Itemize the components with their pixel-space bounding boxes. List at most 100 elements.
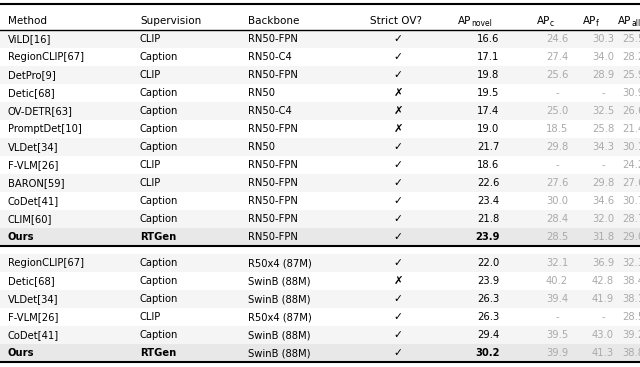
Text: 39.4: 39.4 (546, 294, 568, 304)
Bar (0, 210, 640, 228)
Text: ✓: ✓ (394, 52, 403, 62)
Text: 17.1: 17.1 (477, 52, 499, 62)
Bar (0, 254, 640, 272)
Text: 32.1: 32.1 (546, 258, 568, 268)
Text: ✓: ✓ (394, 178, 403, 188)
Text: RN50-FPN: RN50-FPN (248, 196, 298, 206)
Text: RN50-FPN: RN50-FPN (248, 34, 298, 44)
Text: 28.5: 28.5 (546, 232, 568, 242)
Text: 25.5: 25.5 (622, 34, 640, 44)
Text: 22.6: 22.6 (477, 178, 499, 188)
Text: 39.9: 39.9 (546, 348, 568, 358)
Text: RN50-FPN: RN50-FPN (248, 124, 298, 134)
Text: 34.3: 34.3 (592, 142, 614, 152)
Text: ✓: ✓ (394, 214, 403, 224)
Text: AP: AP (583, 16, 596, 26)
Text: 21.7: 21.7 (477, 142, 499, 152)
Text: RN50-FPN: RN50-FPN (248, 160, 298, 170)
Text: Caption: Caption (140, 196, 179, 206)
Text: 31.8: 31.8 (592, 232, 614, 242)
Text: ✗: ✗ (393, 276, 403, 286)
Text: CoDet[41]: CoDet[41] (8, 196, 59, 206)
Text: ✓: ✓ (394, 348, 403, 358)
Text: RN50-FPN: RN50-FPN (248, 214, 298, 224)
Text: VLDet[34]: VLDet[34] (8, 142, 58, 152)
Bar (0, 344, 640, 362)
Text: 17.4: 17.4 (477, 106, 499, 116)
Text: Detic[68]: Detic[68] (8, 88, 54, 98)
Text: Caption: Caption (140, 142, 179, 152)
Text: 23.9: 23.9 (476, 232, 500, 242)
Text: SwinB (88M): SwinB (88M) (248, 276, 310, 286)
Text: ✓: ✓ (394, 232, 403, 242)
Text: R50x4 (87M): R50x4 (87M) (248, 312, 312, 322)
Text: Caption: Caption (140, 276, 179, 286)
Text: 25.0: 25.0 (546, 106, 568, 116)
Text: 27.6: 27.6 (546, 178, 568, 188)
Text: F-VLM[26]: F-VLM[26] (8, 160, 58, 170)
Bar (0, 66, 640, 84)
Text: SwinB (88M): SwinB (88M) (248, 294, 310, 304)
Text: ✗: ✗ (393, 88, 403, 98)
Text: R50x4 (87M): R50x4 (87M) (248, 258, 312, 268)
Text: Caption: Caption (140, 214, 179, 224)
Text: 30.3: 30.3 (592, 34, 614, 44)
Text: CLIP: CLIP (140, 34, 161, 44)
Text: all: all (631, 19, 640, 28)
Text: RN50-C4: RN50-C4 (248, 106, 292, 116)
Text: 39.2: 39.2 (622, 330, 640, 340)
Text: 32.3: 32.3 (622, 258, 640, 268)
Bar (0, 30, 640, 48)
Text: 28.2: 28.2 (622, 52, 640, 62)
Text: ✓: ✓ (394, 258, 403, 268)
Text: SwinB (88M): SwinB (88M) (248, 330, 310, 340)
Text: 19.8: 19.8 (477, 70, 499, 80)
Bar (0, 138, 640, 156)
Text: 34.0: 34.0 (592, 52, 614, 62)
Text: f: f (596, 19, 599, 28)
Text: Strict OV?: Strict OV? (370, 16, 422, 26)
Text: Caption: Caption (140, 52, 179, 62)
Text: 30.0: 30.0 (546, 196, 568, 206)
Text: 38.1: 38.1 (622, 294, 640, 304)
Bar (0, 228, 640, 246)
Bar (0, 272, 640, 290)
Text: RN50-FPN: RN50-FPN (248, 232, 298, 242)
Text: 41.9: 41.9 (592, 294, 614, 304)
Text: ✗: ✗ (393, 106, 403, 116)
Text: Detic[68]: Detic[68] (8, 276, 54, 286)
Text: 25.9: 25.9 (622, 70, 640, 80)
Text: 27.6: 27.6 (622, 178, 640, 188)
Text: 29.8: 29.8 (546, 142, 568, 152)
Text: CLIP: CLIP (140, 312, 161, 322)
Bar (0, 12, 640, 30)
Text: 34.6: 34.6 (592, 196, 614, 206)
Text: F-VLM[26]: F-VLM[26] (8, 312, 58, 322)
Text: -: - (555, 312, 559, 322)
Text: AP: AP (458, 16, 472, 26)
Text: RN50-C4: RN50-C4 (248, 52, 292, 62)
Text: 42.8: 42.8 (592, 276, 614, 286)
Text: CLIP: CLIP (140, 160, 161, 170)
Text: 27.4: 27.4 (546, 52, 568, 62)
Text: novel: novel (471, 19, 492, 28)
Text: SwinB (88M): SwinB (88M) (248, 348, 310, 358)
Text: 30.2: 30.2 (476, 348, 500, 358)
Text: 38.8: 38.8 (622, 348, 640, 358)
Text: AP: AP (618, 16, 632, 26)
Text: 24.2: 24.2 (622, 160, 640, 170)
Text: 23.4: 23.4 (477, 196, 499, 206)
Text: 18.6: 18.6 (477, 160, 499, 170)
Text: 26.3: 26.3 (477, 312, 499, 322)
Text: ✓: ✓ (394, 330, 403, 340)
Text: ✓: ✓ (394, 70, 403, 80)
Text: RegionCLIP[67]: RegionCLIP[67] (8, 258, 84, 268)
Text: Supervision: Supervision (140, 16, 201, 26)
Text: 28.5: 28.5 (622, 312, 640, 322)
Text: DetPro[9]: DetPro[9] (8, 70, 56, 80)
Text: 23.9: 23.9 (477, 276, 499, 286)
Text: Method: Method (8, 16, 47, 26)
Text: 29.0: 29.0 (622, 232, 640, 242)
Text: -: - (555, 88, 559, 98)
Text: 22.0: 22.0 (477, 258, 499, 268)
